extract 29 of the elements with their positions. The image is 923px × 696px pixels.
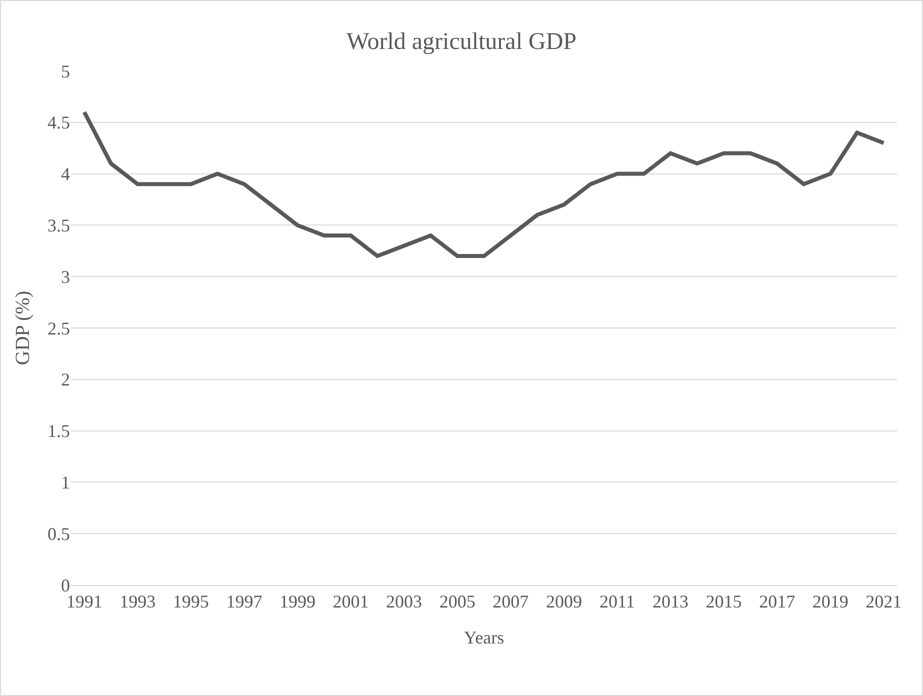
y-tick-label: 2.5 — [48, 318, 70, 338]
x-tick-label: 1995 — [172, 592, 209, 612]
x-tick-label: 2021 — [866, 592, 902, 612]
y-tick-label: 2 — [61, 370, 70, 390]
x-tick-label: 2009 — [546, 592, 582, 612]
y-tick-label: 5 — [61, 61, 70, 82]
x-tick-label: 1997 — [226, 592, 262, 612]
y-tick-label: 4 — [61, 164, 70, 184]
x-tick-label: 2003 — [386, 592, 422, 612]
x-tick-label: 2001 — [332, 592, 369, 612]
y-tick-label: 3.5 — [48, 216, 70, 236]
x-tick-label: 1993 — [120, 592, 156, 612]
x-tick-label: 2013 — [652, 592, 689, 612]
x-tick-label: 2011 — [600, 592, 635, 612]
x-tick-label: 2015 — [706, 592, 742, 612]
line-series — [82, 110, 886, 258]
x-tick-label: 1999 — [279, 592, 316, 612]
x-axis-title: Years — [464, 628, 504, 648]
y-tick-label: 1.5 — [48, 421, 70, 442]
x-tick-label: 2007 — [492, 592, 529, 612]
x-tick-label: 2019 — [812, 592, 848, 612]
y-tick-label: 3 — [61, 266, 70, 287]
y-axis-title: GDP (%) — [12, 290, 34, 366]
x-tick-label: 2005 — [439, 592, 476, 612]
y-tick-label: 1 — [61, 472, 70, 492]
x-tick-label: 2017 — [759, 592, 796, 612]
chart-title: World agricultural GDP — [346, 29, 577, 56]
y-tick-label: 4.5 — [48, 112, 70, 133]
y-tick-label: 0.5 — [48, 524, 70, 544]
